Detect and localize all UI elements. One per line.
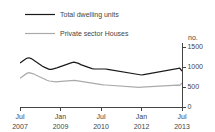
svg-text:0: 0 [187,103,191,110]
svg-text:500: 500 [187,83,199,90]
svg-text:Private sector Houses: Private sector Houses [60,30,129,37]
svg-text:Jul2013: Jul2013 [174,113,190,129]
svg-text:Jan2012: Jan2012 [134,113,150,129]
svg-text:Total dwelling units: Total dwelling units [60,11,119,19]
svg-text:Jul2010: Jul2010 [93,113,109,129]
svg-text:Jul2007: Jul2007 [12,113,28,129]
svg-text:1000: 1000 [187,63,203,70]
svg-text:1500: 1500 [187,43,203,50]
svg-text:Jan2009: Jan2009 [53,113,69,129]
svg-text:no.: no. [188,34,198,41]
